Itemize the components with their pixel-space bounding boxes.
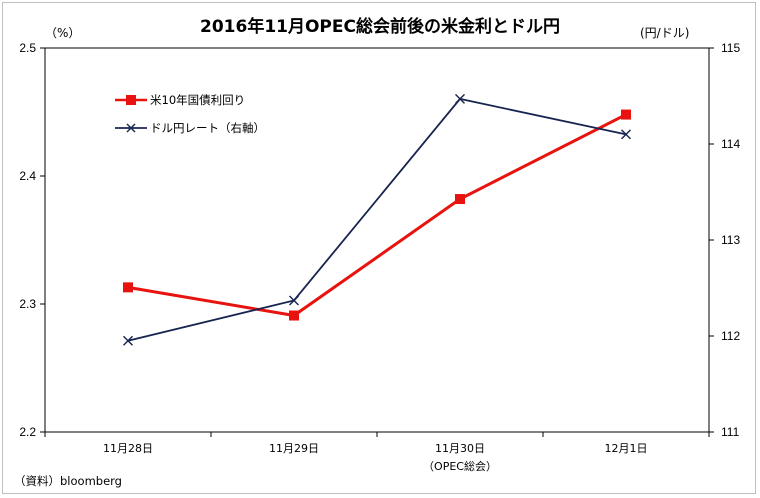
x-tick-label: 11月30日 (435, 442, 485, 455)
series-layer (123, 93, 631, 346)
right-tick-label: 111 (721, 425, 740, 439)
series-marker-square (289, 310, 299, 321)
left-axis: 2.2 2.3 2.4 2.5 (19, 41, 45, 439)
series-marker-x (621, 129, 631, 140)
source-note: （資料）bloomberg (14, 474, 122, 488)
x-tick-label: 11月28日 (103, 442, 153, 455)
right-tick-label: 114 (721, 137, 740, 151)
series-marker-square (455, 194, 465, 205)
series-marker-x (123, 335, 133, 346)
x-axis: 11月28日 11月29日 11月30日 （OPEC総会） 12月1日 (44, 432, 710, 473)
left-tick-label: 2.4 (19, 169, 36, 183)
legend: 米10年国債利回り ドル円レート（右軸） (115, 93, 265, 135)
legend-marker-usdjpy (126, 123, 136, 133)
marker-stroke (123, 335, 133, 346)
left-tick-label: 2.5 (19, 41, 36, 55)
series-marker-x (455, 93, 465, 104)
x-tick-label: 12月1日 (605, 442, 648, 455)
right-tick-label: 113 (721, 233, 740, 247)
right-axis-unit: (円/ドル) (640, 26, 689, 40)
series-marker-x (289, 295, 299, 306)
left-tick-label: 2.2 (19, 425, 36, 439)
plot-area (44, 47, 710, 433)
x-tick-label: 11月29日 (269, 442, 319, 455)
right-tick-label: 112 (721, 329, 740, 343)
series-marker-square (621, 109, 631, 120)
legend-marker-yield (126, 95, 136, 105)
left-axis-unit: （%） (45, 26, 80, 40)
chart-title: 2016年11月OPEC総会前後の米金利とドル円 (200, 16, 560, 37)
series-line-1 (127, 97, 627, 342)
right-tick-label: 115 (721, 41, 740, 55)
marker-stroke (289, 295, 299, 306)
series-marker-square (123, 282, 133, 293)
marker-stroke (455, 93, 465, 104)
x-tick-sublabel: （OPEC総会） (423, 459, 497, 473)
marker-stroke (621, 129, 631, 140)
left-tick-label: 2.3 (19, 297, 36, 311)
right-axis: 111 112 113 114 115 (709, 41, 740, 439)
legend-label-yield: 米10年国債利回り (150, 93, 245, 107)
series-line-0 (127, 113, 627, 318)
legend-label-usdjpy: ドル円レート（右軸） (150, 121, 265, 135)
